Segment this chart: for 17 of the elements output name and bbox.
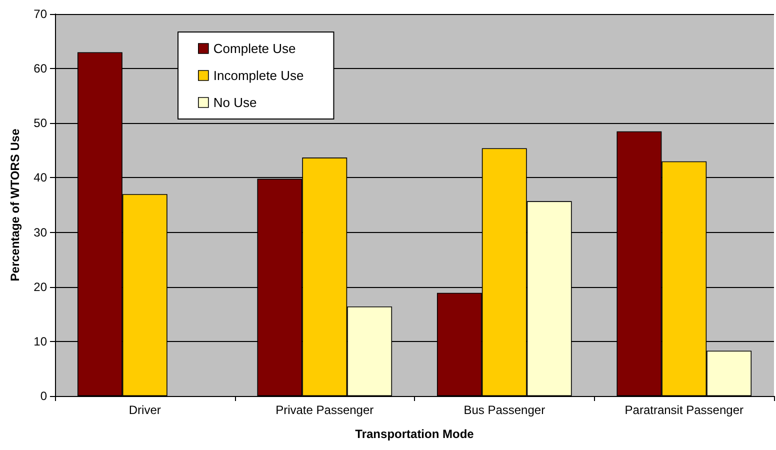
y-axis-title: Percentage of WTORS Use <box>8 128 22 282</box>
y-tick-label: 50 <box>34 116 48 130</box>
legend-label: No Use <box>213 95 257 110</box>
x-tick-label: Paratransit Passenger <box>624 403 744 417</box>
y-tick-label: 20 <box>34 280 48 294</box>
legend-label: Incomplete Use <box>213 68 304 83</box>
y-tick-label: 30 <box>34 225 48 240</box>
x-tick-label: Driver <box>128 403 161 417</box>
y-tick-label: 10 <box>34 334 48 348</box>
y-tick-label: 60 <box>34 62 48 76</box>
legend-label: Complete Use <box>213 41 296 56</box>
y-tick-label: 70 <box>34 7 48 21</box>
x-tick-label: Private Passenger <box>276 403 374 417</box>
y-tick-label: 0 <box>40 389 48 403</box>
x-axis-title: Transportation Mode <box>355 427 474 441</box>
x-tick-label: Bus Passenger <box>464 403 546 417</box>
y-tick-label: 40 <box>34 170 48 185</box>
